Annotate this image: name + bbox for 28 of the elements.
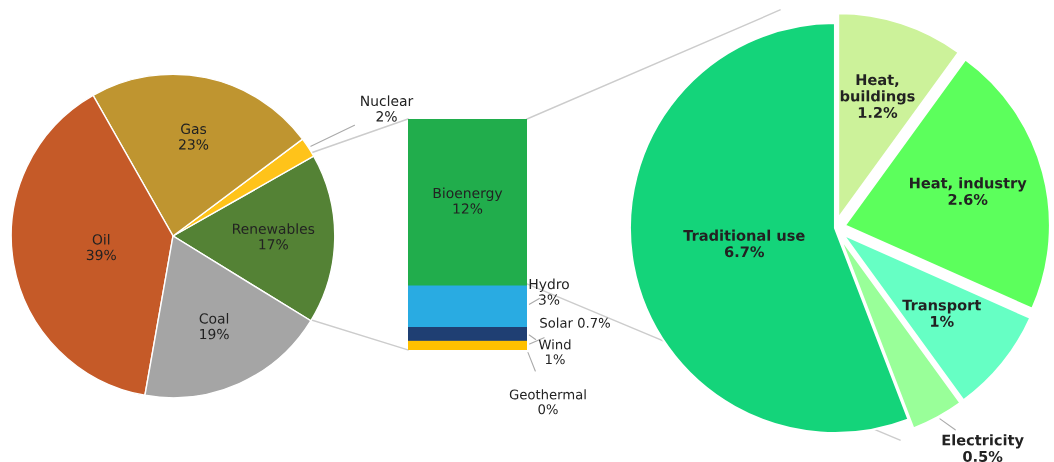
slice-label: Coal [199, 312, 229, 324]
data-label: 23% [179, 139, 209, 150]
data-label: 6.7% [724, 246, 765, 258]
text: Solar 0.7% [540, 317, 610, 328]
slice-label: Traditional use [683, 229, 805, 241]
slice-label: Transport [902, 299, 981, 314]
data-label: 2% [376, 111, 397, 122]
data-label: 1.2% [858, 106, 898, 118]
slice-label: Gas [181, 123, 207, 135]
series-label: Hydro [529, 278, 569, 292]
series-label: Wind [538, 339, 571, 350]
data-label: 19% [200, 328, 229, 340]
slice-label: Oil [92, 233, 110, 245]
text: Geothermal 0% [509, 389, 586, 415]
data-label: 1% [545, 354, 565, 365]
data-label: 17% [259, 239, 288, 250]
data-label: 39% [86, 249, 116, 261]
data-label: 1% [931, 315, 954, 327]
slice-label: Renewables [233, 223, 315, 234]
data-label: 3% [539, 294, 560, 305]
data-label: 2.6% [948, 193, 988, 205]
slice-label: Electricity [942, 434, 1024, 449]
data-label: 12% [453, 203, 483, 214]
data-label: 0.5% [963, 450, 1003, 462]
slice-label: Heat, buildings [840, 74, 915, 105]
slice-label: Heat, industry [910, 177, 1027, 192]
slice-label: Nuclear [361, 95, 414, 107]
series-label: Bioenergy [433, 187, 503, 201]
